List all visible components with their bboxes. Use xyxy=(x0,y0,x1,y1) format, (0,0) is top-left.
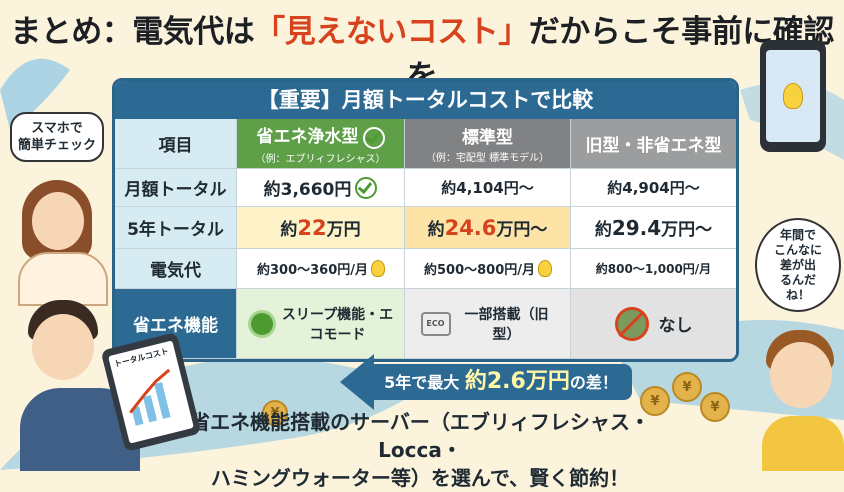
coin-icon: ¥ xyxy=(262,400,288,426)
bubble-line: こんなに xyxy=(773,242,822,257)
header-col-old: 旧型・非省エネ型 xyxy=(571,119,736,169)
cell-suffix: 万円〜 xyxy=(496,220,548,240)
table-cell: 約300〜360円/月 xyxy=(237,249,405,289)
title-suffix: だからこそ事前に確認を xyxy=(406,14,835,95)
savings-suffix: の差！ xyxy=(569,373,618,392)
col-old-name: 旧型・非省エネ型 xyxy=(585,136,722,156)
col-eco-sub: （例：エブリィフレシャス） xyxy=(255,153,386,165)
table-header-row: 項目 省エネ浄水型 （例：エブリィフレシャス） 標準型 （例：宅配型 標準モデル… xyxy=(115,119,736,169)
lightbulb-icon xyxy=(372,261,385,276)
table-cell: 約 22 万円 xyxy=(237,207,405,249)
header-label: 項目 xyxy=(115,119,237,169)
title-prefix: まとめ：電気代は xyxy=(10,14,255,50)
table-heading: 【重要】月額トータルコストで比較 xyxy=(115,81,736,119)
page-title: まとめ：電気代は「見えないコスト」だからこそ事前に確認を xyxy=(0,6,844,96)
bubble-line: るんだ xyxy=(779,272,816,287)
cell-value: なし xyxy=(658,316,693,336)
cell-highlight: 24.6 xyxy=(444,215,497,240)
lightbulb-icon xyxy=(784,84,802,108)
coin-icon: ¥ xyxy=(700,392,730,422)
coin-icon: ¥ xyxy=(672,372,702,402)
row-label: 月額トータル xyxy=(115,169,237,207)
speech-bubble-left: スマホで 簡単チェック xyxy=(10,112,104,162)
table-row: 月額トータル 約3,660円 約4,104円〜 約4,904円〜 xyxy=(115,169,736,207)
speech-bubble-right: 年間で こんなに 差が出 るんだ ね！ xyxy=(755,218,841,312)
cell-value: 約300〜360円/月 xyxy=(256,263,369,278)
cell-suffix: 万円〜 xyxy=(661,220,713,240)
cell-prefix: 約 xyxy=(427,220,445,240)
cell-value: スリープ機能・エコモード xyxy=(281,306,394,343)
savings-amount: 約2.6万円 xyxy=(464,369,570,394)
header-col-eco: 省エネ浄水型 （例：エブリィフレシャス） xyxy=(237,119,405,169)
woman-illustration xyxy=(14,180,108,306)
comparison-table: 【重要】月額トータルコストで比較 項目 省エネ浄水型 （例：エブリィフレシャス）… xyxy=(112,78,739,362)
table-cell: 約 29.4 万円〜 xyxy=(571,207,736,249)
table-cell: なし xyxy=(571,289,736,359)
tablet-label: トータルコスト xyxy=(113,346,170,369)
header-col-standard: 標準型 （例：宅配型 標準モデル） xyxy=(405,119,571,169)
table-cell: ECO 一部搭載（旧型） xyxy=(405,289,571,359)
chart-up-icon xyxy=(129,368,171,426)
tablet-illustration: トータルコスト xyxy=(100,332,202,452)
savings-prefix: 5年で最大 xyxy=(384,373,460,392)
bubble-line: 年間で xyxy=(779,227,816,242)
cell-prefix: 約 xyxy=(594,220,612,240)
col-eco-name: 省エネ浄水型 xyxy=(256,127,359,148)
col-standard-name: 標準型 xyxy=(462,128,513,148)
bottom-message: 省エネ機能搭載のサーバー（エブリィフレシャス・Locca・ ハミングウォーター等… xyxy=(180,408,660,492)
cell-prefix: 約 xyxy=(280,220,298,240)
col-standard-sub: （例：宅配型 標準モデル） xyxy=(425,153,550,164)
savings-callout: 5年で最大 約2.6万円の差！ xyxy=(370,364,632,400)
bubble-line: スマホで xyxy=(31,121,83,136)
check-icon xyxy=(355,176,378,199)
boy-illustration xyxy=(760,330,844,471)
table-cell: 約500〜800円/月 xyxy=(405,249,571,289)
table-row: 電気代 約300〜360円/月 約500〜800円/月 約800〜1,000円/… xyxy=(115,249,736,289)
table-cell: 約800〜1,000円/月 xyxy=(571,249,736,289)
cell-suffix: 万円 xyxy=(326,220,361,240)
cell-value: 約800〜1,000円/月 xyxy=(595,262,712,276)
no-eco-icon xyxy=(614,306,649,341)
cell-value: 一部搭載（旧型） xyxy=(464,306,549,343)
sleep-mode-icon xyxy=(247,309,276,338)
check-icon xyxy=(362,126,385,149)
cell-value: 約3,660円 xyxy=(263,180,352,200)
coin-icon: ¥ xyxy=(640,386,670,416)
table-cell: 約 24.6 万円〜 xyxy=(405,207,571,249)
arrow-left-icon xyxy=(340,354,374,410)
bubble-line: ね！ xyxy=(785,287,810,302)
cell-highlight: 29.4 xyxy=(611,215,662,240)
cell-value: 約500〜800円/月 xyxy=(423,263,536,278)
row-label: 電気代 xyxy=(115,249,237,289)
smartphone-illustration xyxy=(760,40,826,152)
table-cell: スリープ機能・エコモード xyxy=(237,289,405,359)
eco-icon: ECO xyxy=(420,311,451,336)
bubble-line: 差が出 xyxy=(779,257,816,272)
bubble-line: 簡単チェック xyxy=(17,138,96,153)
title-accent: 「見えないコスト」 xyxy=(254,14,529,50)
table-cell: 約3,660円 xyxy=(237,169,405,207)
table-row: 5年トータル 約 22 万円 約 24.6 万円〜 約 29.4 万円〜 xyxy=(115,207,736,249)
bottom-line-1: 省エネ機能搭載のサーバー（エブリィフレシャス・Locca・ xyxy=(190,410,650,462)
table-cell: 約4,904円〜 xyxy=(571,169,736,207)
table-row: 省エネ機能 スリープ機能・エコモード ECO 一部搭載（旧型） なし xyxy=(115,289,736,359)
cell-highlight: 22 xyxy=(297,215,327,240)
bottom-line-2: ハミングウォーター等）を選んで、賢く節約！ xyxy=(210,466,630,490)
row-label: 5年トータル xyxy=(115,207,237,249)
table-cell: 約4,104円〜 xyxy=(405,169,571,207)
lightbulb-icon xyxy=(539,261,552,276)
